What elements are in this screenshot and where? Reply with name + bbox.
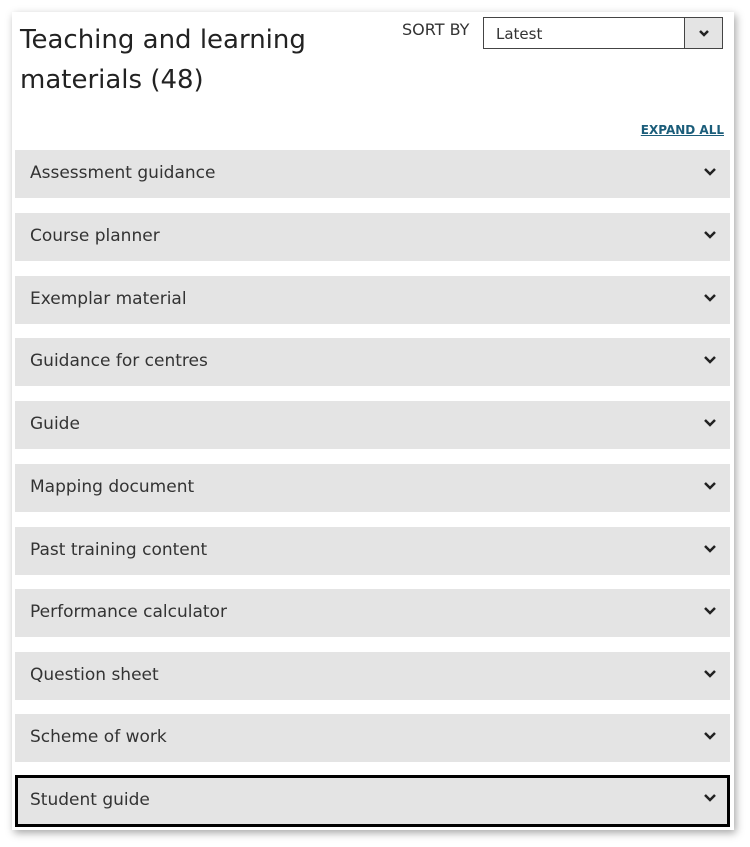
- chevron-down-icon: [702, 541, 718, 557]
- materials-panel: Teaching and learning materials (48) SOR…: [12, 12, 734, 830]
- accordion-item-label: Question sheet: [30, 665, 159, 685]
- chevron-down-icon: [702, 415, 718, 431]
- chevron-down-icon: [702, 290, 718, 306]
- accordion-item[interactable]: Course planner: [15, 213, 730, 261]
- expand-all-link[interactable]: EXPAND ALL: [640, 123, 724, 137]
- accordion-item-label: Past training content: [30, 540, 208, 560]
- accordion-item[interactable]: Scheme of work: [15, 714, 730, 762]
- accordion-item-label: Scheme of work: [30, 727, 167, 747]
- accordion-item[interactable]: Guide: [15, 401, 730, 449]
- chevron-down-icon: [702, 164, 718, 180]
- accordion-item-label: Assessment guidance: [30, 163, 216, 183]
- accordion-item-label: Performance calculator: [30, 602, 227, 622]
- sort-by-label: SORT BY: [402, 20, 470, 39]
- accordion-item-label: Guide: [30, 414, 80, 434]
- chevron-down-icon: [702, 352, 718, 368]
- accordion-item[interactable]: Past training content: [15, 527, 730, 575]
- accordion-item[interactable]: Question sheet: [15, 652, 730, 700]
- chevron-down-icon: [702, 728, 718, 744]
- accordion-item[interactable]: Student guide: [15, 775, 730, 827]
- accordion-item-label: Exemplar material: [30, 289, 187, 309]
- accordion-item-label: Mapping document: [30, 477, 195, 497]
- accordion-item-label: Guidance for centres: [30, 351, 208, 371]
- accordion-item-label: Student guide: [30, 790, 150, 810]
- chevron-down-icon: [702, 603, 718, 619]
- accordion-item[interactable]: Performance calculator: [15, 589, 730, 637]
- chevron-down-icon: [702, 666, 718, 682]
- accordion-item[interactable]: Mapping document: [15, 464, 730, 512]
- accordion-item[interactable]: Guidance for centres: [15, 338, 730, 386]
- chevron-down-icon: [702, 478, 718, 494]
- sort-select[interactable]: Latest: [483, 17, 723, 49]
- chevron-down-icon: [702, 227, 718, 243]
- page-title: Teaching and learning materials (48): [20, 25, 306, 95]
- accordion-item[interactable]: Exemplar material: [15, 276, 730, 324]
- accordion-item[interactable]: Assessment guidance: [15, 150, 730, 198]
- sort-selected-value: Latest: [496, 25, 543, 43]
- chevron-down-icon[interactable]: [684, 18, 722, 48]
- chevron-down-icon: [702, 790, 718, 806]
- accordion-item-label: Course planner: [30, 226, 160, 246]
